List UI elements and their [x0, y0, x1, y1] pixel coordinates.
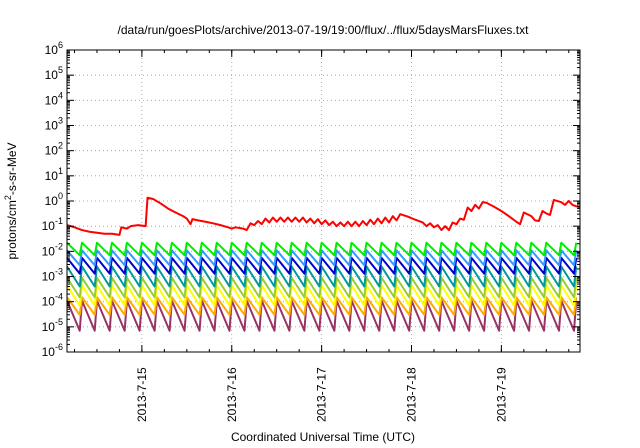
x-tick-label: 2013-7-17 — [315, 367, 329, 422]
chart-title: /data/run/goesPlots/archive/2013-07-19/1… — [118, 23, 530, 37]
y-tick-label-base: 10 — [45, 144, 59, 158]
y-tick-label-exp: 0 — [58, 191, 63, 201]
y-tick-label-exp: -4 — [55, 292, 63, 302]
y-tick-label: 105 — [45, 65, 63, 82]
series-layer — [66, 196, 581, 332]
y-tick-label-exp: -3 — [55, 267, 63, 277]
y-tick-label-base: 10 — [42, 345, 56, 359]
y-tick-label-exp: 5 — [58, 65, 63, 75]
y-tick-label: 10-1 — [42, 216, 63, 233]
oscillating-series-line — [66, 241, 578, 257]
y-axis-label-rest: -s-sr-MeV — [5, 142, 19, 195]
x-tick-label: 2013-7-19 — [494, 367, 508, 422]
y-tick-label: 10-2 — [42, 241, 63, 258]
y-tick-label-exp: -6 — [55, 342, 63, 352]
y-tick-label-exp: -2 — [55, 241, 63, 251]
y-tick-label-base: 10 — [42, 219, 56, 233]
y-tick-label-base: 10 — [45, 169, 59, 183]
y-tick-label-base: 10 — [42, 270, 56, 284]
y-tick-label-base: 10 — [42, 244, 56, 258]
y-tick-label: 100 — [45, 191, 63, 208]
x-tick-label: 2013-7-16 — [225, 367, 239, 422]
y-tick-label-exp: -1 — [55, 216, 63, 226]
oscillating-series-line — [66, 296, 578, 316]
y-tick-label-base: 10 — [42, 320, 56, 334]
y-tick-label-base: 10 — [42, 295, 56, 309]
x-axis-label: Coordinated Universal Time (UTC) — [231, 430, 415, 444]
y-tick-label-base: 10 — [45, 194, 59, 208]
oscillating-series-line — [66, 256, 578, 275]
y-axis: 10-610-510-410-310-210-11001011021031041… — [42, 40, 580, 359]
y-tick-label: 103 — [45, 116, 63, 133]
y-tick-label-base: 10 — [45, 68, 59, 82]
y-tick-label: 102 — [45, 141, 63, 158]
oscillating-series-line — [66, 249, 578, 267]
y-tick-label-base: 10 — [45, 119, 59, 133]
series-line — [66, 196, 581, 236]
x-axis: 2013-7-15 2013-7-16 2013-7-17 2013-7-18 2013… — [73, 50, 570, 422]
oscillating-series-line — [66, 265, 578, 288]
y-tick-label: 10-3 — [42, 267, 63, 284]
y-axis-label-sup: 2 — [3, 195, 13, 200]
y-tick-label: 101 — [45, 166, 63, 183]
y-tick-label: 106 — [45, 40, 63, 57]
y-tick-label-exp: 2 — [58, 141, 63, 151]
y-tick-label: 10-5 — [42, 317, 63, 334]
y-tick-label: 104 — [45, 90, 63, 107]
y-tick-label-exp: 6 — [58, 40, 63, 50]
y-axis-label-base: protons/cm — [5, 200, 19, 259]
y-tick-label-base: 10 — [45, 93, 59, 107]
y-tick-label-exp: -5 — [55, 317, 63, 327]
oscillating-series-line — [66, 276, 578, 299]
y-axis-label: protons/cm2-s-sr-MeV — [3, 142, 19, 259]
x-tick-label: 2013-7-15 — [135, 367, 149, 422]
y-tick-label-exp: 1 — [58, 166, 63, 176]
y-tick-label-exp: 4 — [58, 90, 63, 100]
y-tick-label: 10-6 — [42, 342, 63, 359]
y-tick-label: 10-4 — [42, 292, 63, 309]
y-tick-label-base: 10 — [45, 43, 59, 57]
x-tick-label: 2013-7-18 — [404, 367, 418, 422]
y-tick-label-exp: 3 — [58, 116, 63, 126]
